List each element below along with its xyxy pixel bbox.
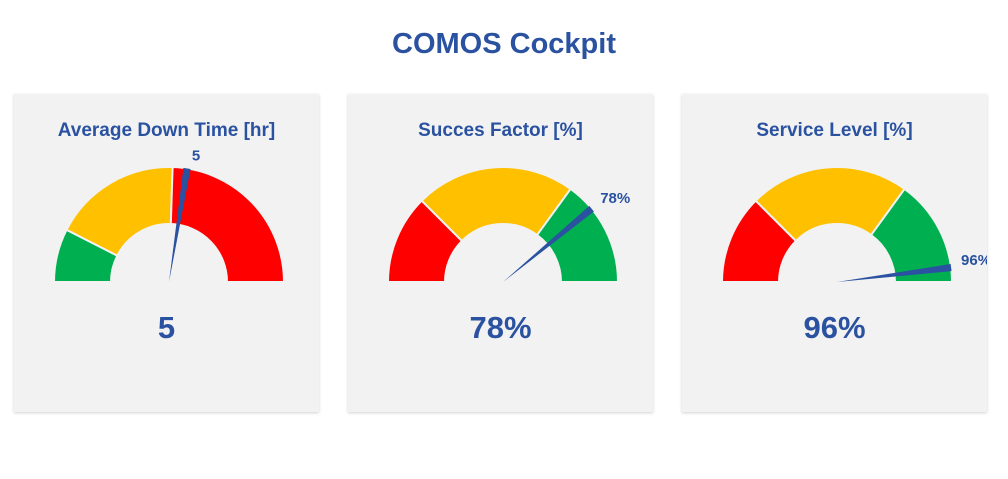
gauge-band-red <box>169 166 286 283</box>
gauge-success-factor: 78% <box>386 166 630 283</box>
gauge-band-green <box>869 187 954 283</box>
gauge-title: Average Down Time [hr] <box>57 120 276 141</box>
gauge-needle <box>503 205 594 282</box>
gauge-title: Succes Factor [%] <box>418 120 583 141</box>
gauge-needle <box>169 167 191 282</box>
gauge-value: 78% <box>469 310 532 345</box>
gauge-needle-label: 96% <box>961 252 987 269</box>
gauge-value: 96% <box>803 310 866 345</box>
gauge-needle-label: 78% <box>600 190 630 207</box>
gauge-value: 5 <box>157 310 176 345</box>
gauge-title: Service Level [%] <box>756 120 913 141</box>
gauge-card-average-down-time: 5 Average Down Time [hr] 5 <box>14 94 319 412</box>
gauge-service-level: 96% <box>720 166 987 283</box>
page-title: COMOS Cockpit <box>392 28 616 60</box>
gauge-band-yellow <box>754 166 906 243</box>
gauge-band-yellow <box>420 166 572 243</box>
gauge-average-down-time: 5 <box>52 147 286 283</box>
gauge-needle-label: 5 <box>192 147 200 164</box>
gauge-needle <box>837 264 952 282</box>
gauge-card-service-level: 96% Service Level [%] 96% <box>682 94 987 412</box>
gauge-card-success-factor: 78% Succes Factor [%] 78% <box>348 94 653 412</box>
